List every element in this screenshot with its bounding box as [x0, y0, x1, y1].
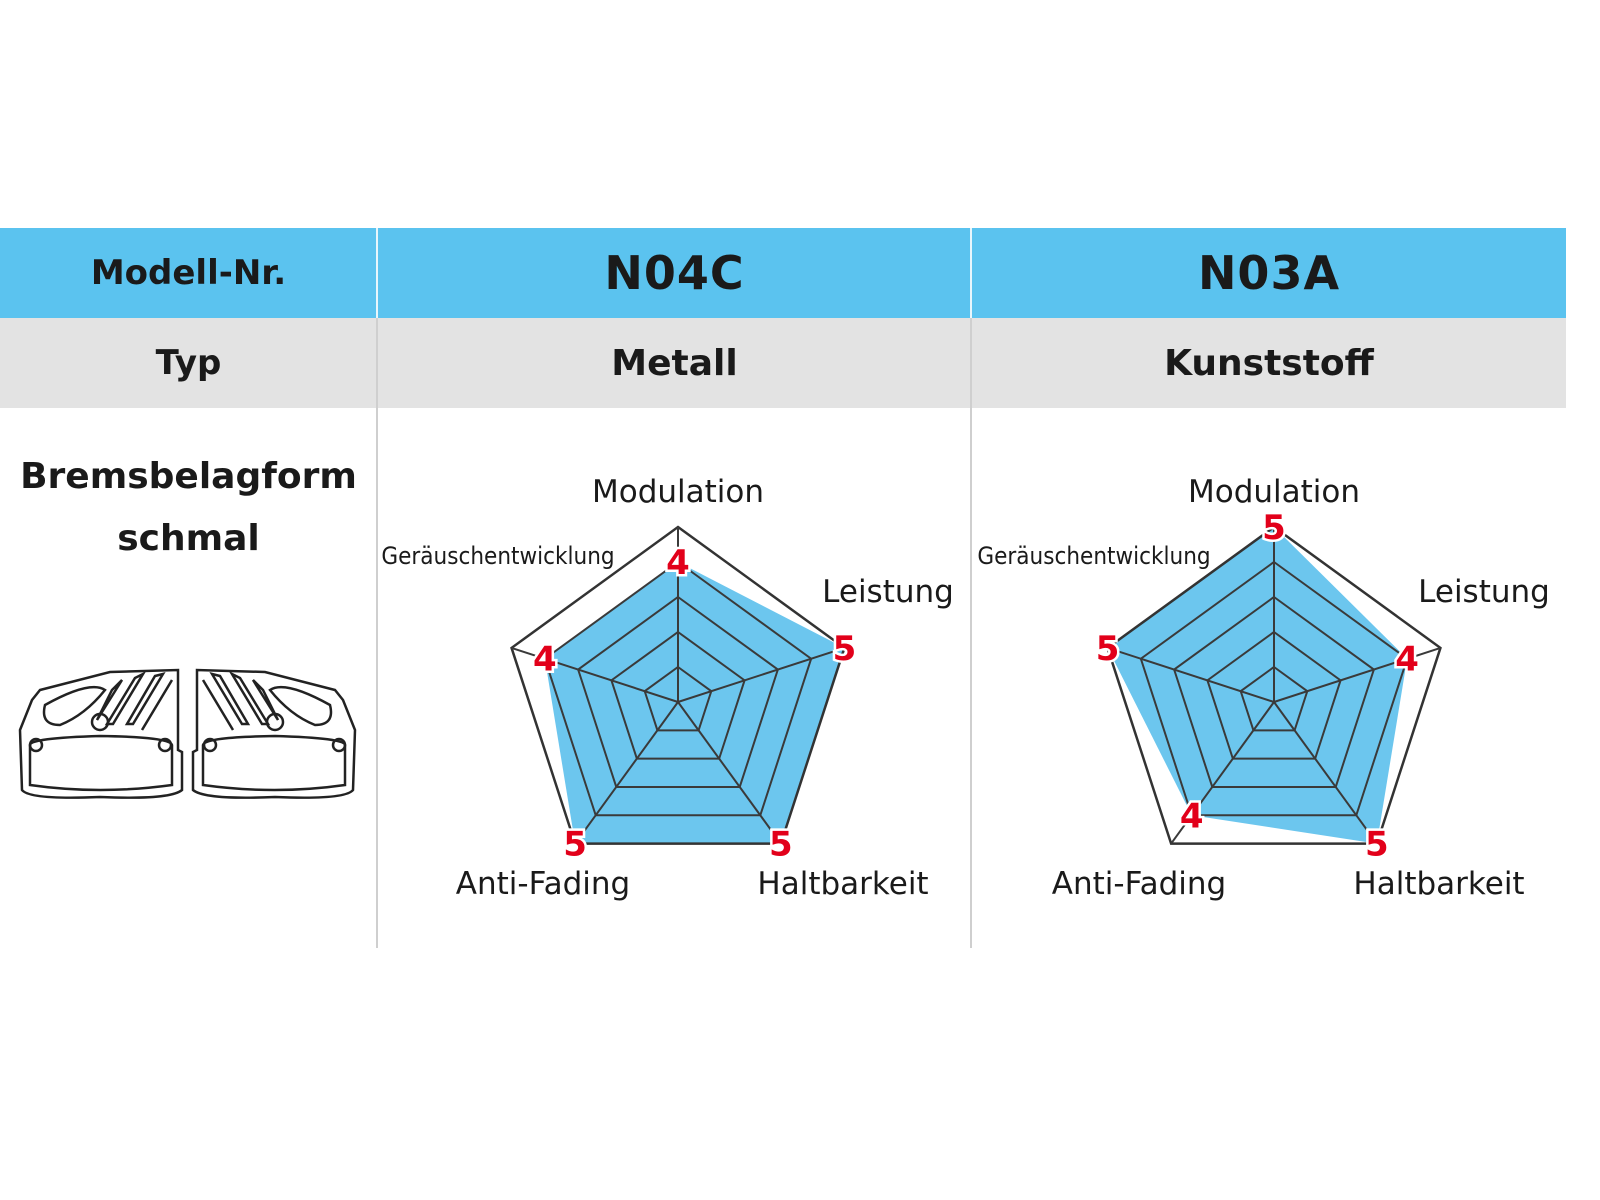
value-label: 4: [666, 543, 690, 583]
axis-line: [1273, 646, 1441, 703]
value-label: 4: [533, 640, 557, 680]
value-label: 4: [1395, 640, 1419, 680]
brake-pad-right: [191, 668, 357, 799]
axis-label: Geräuschentwicklung: [977, 542, 1210, 570]
radar-chart-n04c: Modulation4Leistung5Haltbarkeit5Anti-Fad…: [381, 474, 953, 902]
axis-label: Anti-Fading: [1052, 866, 1226, 902]
axis-label: Modulation: [592, 474, 764, 510]
model-row: Modell-Nr. N04C N03A: [0, 228, 1566, 318]
model-n03a: N03A: [1197, 246, 1341, 300]
brake-pads-image: [18, 668, 357, 799]
axis-line: [1273, 701, 1378, 845]
grid-ring: [643, 665, 713, 732]
type-label: Typ: [155, 343, 222, 383]
grid-ring: [510, 525, 846, 845]
value-label: 5: [563, 825, 587, 865]
divider: [376, 228, 378, 318]
grid-ring: [576, 595, 780, 788]
axis-line: [574, 701, 679, 845]
axis-label: Haltbarkeit: [757, 866, 928, 902]
value-label: 5: [1096, 629, 1120, 669]
divider: [376, 318, 378, 948]
value-label: 5: [1365, 825, 1389, 865]
pad-shape-line1: Bremsbelagform: [20, 456, 357, 497]
axis-line: [511, 646, 679, 703]
data-area: [1107, 527, 1408, 844]
value-label: 5: [1262, 508, 1286, 548]
grid-ring: [1139, 560, 1409, 817]
type-n03a: Kunststoff: [1164, 342, 1374, 384]
axis-label: Anti-Fading: [456, 866, 630, 902]
axis-label: Geräuschentwicklung: [381, 542, 614, 570]
axis-label: Modulation: [1188, 474, 1360, 510]
grid-ring: [1106, 525, 1442, 845]
grid-ring: [543, 560, 813, 817]
axis-line: [677, 701, 782, 845]
brake-pad-left: [18, 668, 184, 799]
model-n04c: N04C: [604, 246, 745, 300]
radar-chart-n03a: Modulation5Leistung4Haltbarkeit5Anti-Fad…: [977, 474, 1549, 902]
value-label: 5: [833, 629, 857, 669]
type-row: Typ Metall Kunststoff: [0, 318, 1566, 408]
axis-label: Leistung: [822, 574, 954, 610]
grid-ring: [1239, 665, 1309, 732]
axis-label: Haltbarkeit: [1353, 866, 1524, 902]
value-label: 5: [769, 825, 793, 865]
axis-line: [677, 646, 845, 703]
data-area: [544, 562, 845, 844]
grid-ring: [1206, 630, 1342, 760]
grid-ring: [1172, 595, 1376, 788]
axis-line: [1170, 701, 1275, 845]
divider: [970, 228, 972, 318]
axis-line: [1107, 646, 1275, 703]
value-label: 4: [1180, 796, 1204, 836]
model-label: Modell-Nr.: [90, 253, 287, 293]
axis-label: Leistung: [1418, 574, 1550, 610]
type-n04c: Metall: [611, 342, 738, 384]
grid-ring: [610, 630, 746, 760]
divider: [970, 318, 972, 948]
pad-shape-label: Bremsbelagform schmal: [0, 446, 377, 570]
pad-shape-line2: schmal: [117, 518, 260, 559]
